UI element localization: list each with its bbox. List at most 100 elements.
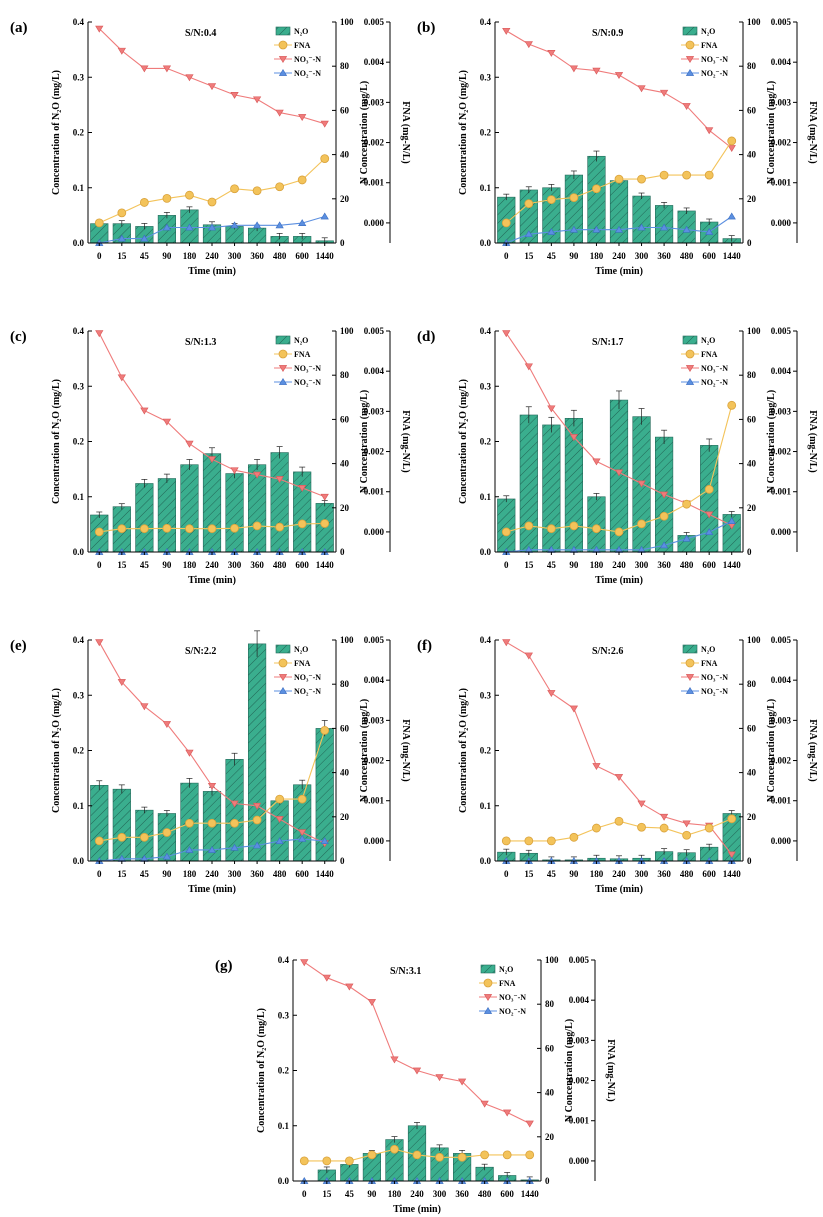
- right-axis-title: N Concentration (mg/L): [359, 390, 370, 493]
- no3-point: [252, 96, 262, 104]
- left-tick-label: 0.2: [480, 746, 492, 756]
- fna-tick-label: 0.001: [364, 178, 385, 188]
- fna-point: [614, 816, 624, 826]
- n2o-bar-hatch: [248, 464, 266, 552]
- no2-point: [682, 225, 691, 233]
- right-tick-label: 40: [340, 150, 350, 160]
- left-tick-label: 0.0: [73, 238, 85, 248]
- fna-point: [367, 1150, 377, 1160]
- fna-point: [637, 822, 646, 832]
- fna-point: [275, 794, 285, 804]
- x-tick-label: 45: [140, 251, 150, 261]
- n2o-bar-hatch: [700, 847, 718, 861]
- no2-point: [185, 845, 194, 853]
- legend-no2-label: NO₂⁻-N: [294, 378, 321, 387]
- x-tick-label: 0: [504, 251, 509, 261]
- fna-tick-label: 0.003: [771, 715, 792, 725]
- no3-point: [614, 469, 624, 477]
- right-tick-label: 20: [545, 1132, 555, 1142]
- x-tick-label: 360: [250, 869, 264, 879]
- right-tick-label: 20: [747, 194, 757, 204]
- no3-point: [569, 434, 579, 442]
- legend: N₂O FNA NO₃⁻-N NO₂⁻-N: [274, 26, 321, 78]
- x-tick-label: 600: [295, 251, 309, 261]
- n2o-bar-hatch: [225, 759, 244, 861]
- no3-point: [659, 813, 669, 821]
- n2o-bar-hatch: [677, 852, 696, 861]
- fna-point: [320, 519, 330, 528]
- x-tick-label: 480: [680, 560, 694, 570]
- fna-point: [592, 823, 601, 833]
- sn-label: S/N:1.3: [185, 337, 216, 348]
- no3-point: [569, 705, 579, 713]
- fna-point: [297, 794, 307, 804]
- fna-tick-label: 0.003: [771, 406, 792, 416]
- legend-n2o-hatch: [683, 336, 697, 344]
- no3-point: [592, 763, 601, 770]
- fna-tick-label: 0.002: [364, 756, 385, 766]
- left-tick-label: 0.2: [480, 437, 492, 447]
- no3-point: [503, 1109, 512, 1117]
- fna-point: [230, 184, 239, 194]
- right-tick-label: 20: [340, 194, 350, 204]
- fna-tick-label: 0.001: [569, 1116, 590, 1126]
- legend-fna-marker: [483, 978, 493, 988]
- no2-point: [547, 227, 556, 235]
- x-tick-label: 0: [504, 869, 509, 879]
- legend-no3-label: NO₃⁻-N: [294, 55, 321, 64]
- fna-tick-label: 0.005: [364, 326, 385, 336]
- no3-point: [457, 1078, 467, 1086]
- no3-point: [207, 83, 217, 91]
- x-axis-title: Time (min): [595, 884, 643, 895]
- fna-tick-label: 0.003: [364, 406, 385, 416]
- no2-point: [252, 841, 262, 849]
- no3-line: [506, 30, 733, 149]
- left-tick-label: 0.3: [278, 1010, 290, 1020]
- fna-line: [99, 158, 326, 224]
- left-axis-title: Concentration of N₂O (mg/L): [51, 688, 62, 813]
- no2-point: [140, 234, 149, 242]
- x-tick-label: 45: [140, 560, 150, 570]
- fna-point: [299, 1156, 309, 1166]
- no3-point: [547, 50, 556, 57]
- no2-point: [298, 834, 307, 842]
- no3-point: [502, 639, 511, 647]
- fna-point: [94, 218, 104, 228]
- n2o-bar-hatch: [90, 223, 109, 243]
- no3-point: [502, 27, 511, 35]
- no3-point: [480, 1100, 489, 1108]
- fna-point: [682, 170, 692, 180]
- no3-point: [524, 41, 533, 49]
- left-axis-title: Concentration of N₂O (mg/L): [458, 379, 469, 504]
- no3-point: [298, 829, 307, 837]
- x-tick-label: 300: [228, 251, 242, 261]
- left-tick-label: 0.1: [480, 183, 492, 193]
- left-tick-label: 0.4: [73, 17, 85, 27]
- left-tick-label: 0.3: [73, 72, 85, 82]
- x-tick-label: 180: [590, 251, 604, 261]
- fna-point: [207, 818, 217, 828]
- fna-axis-title: FNA (mg-N/L): [807, 719, 818, 782]
- no3-point: [569, 65, 579, 73]
- n2o-bar-hatch: [315, 728, 334, 861]
- n2o-bar-hatch: [475, 1167, 494, 1181]
- x-tick-label: 300: [635, 869, 649, 879]
- no3-point: [252, 471, 262, 479]
- no3-point: [140, 703, 149, 711]
- fna-tick-label: 0.000: [771, 836, 792, 846]
- no3-point: [162, 418, 172, 426]
- n2o-bar-hatch: [610, 180, 628, 243]
- x-tick-label: 600: [702, 560, 716, 570]
- legend-no2-marker: [278, 687, 288, 694]
- no3-point: [524, 652, 533, 660]
- fna-point: [480, 1150, 490, 1160]
- no3-point: [298, 485, 307, 492]
- x-tick-label: 45: [345, 1189, 355, 1199]
- x-tick-label: 180: [183, 560, 197, 570]
- fna-tick-label: 0.004: [364, 57, 385, 67]
- fna-point: [546, 524, 556, 534]
- no3-point: [162, 721, 172, 728]
- left-tick-label: 0.0: [480, 547, 492, 557]
- no3-point: [95, 25, 104, 33]
